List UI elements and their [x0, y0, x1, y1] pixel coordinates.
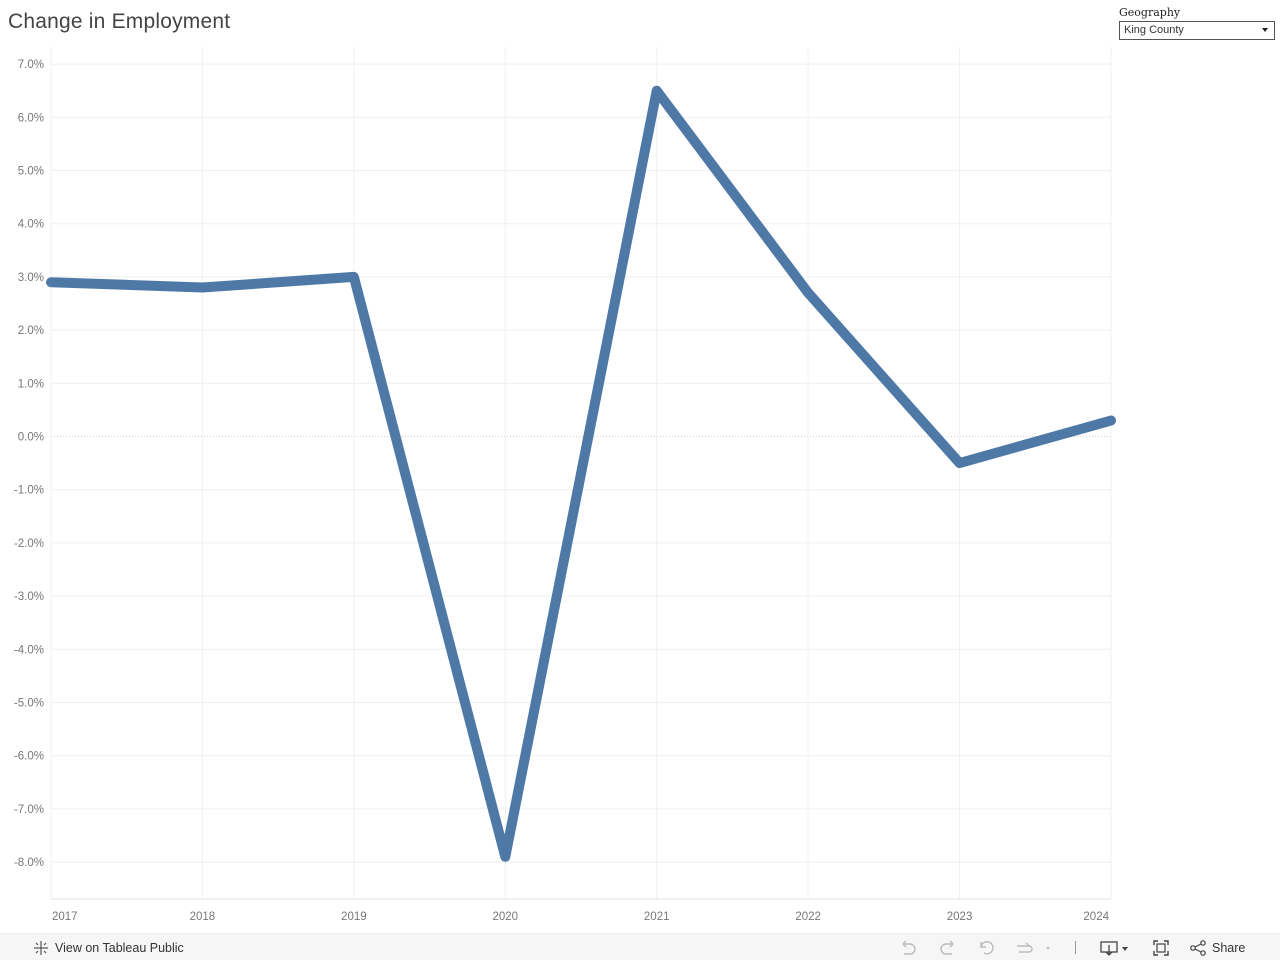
fullscreen-button[interactable] [1152, 940, 1170, 956]
data-point [201, 286, 204, 289]
y-tick-label: -2.0% [14, 538, 44, 550]
view-on-tableau-link[interactable]: View on Tableau Public [33, 940, 184, 956]
refresh-button[interactable] [1015, 940, 1055, 956]
data-point [655, 89, 658, 92]
x-tick-label: 2023 [947, 911, 973, 923]
toolbar-separator [1075, 941, 1076, 954]
y-tick-label: 6.0% [18, 112, 44, 124]
x-tick-label: 2017 [52, 911, 78, 923]
geography-select[interactable]: King County [1119, 21, 1275, 40]
chart-title: Change in Employment [8, 10, 231, 33]
y-tick-label: 0.0% [18, 432, 44, 444]
y-tick-label: -3.0% [14, 591, 44, 603]
x-tick-label: 2020 [492, 911, 518, 923]
x-tick-label: 2024 [1083, 911, 1109, 923]
y-tick-label: 5.0% [18, 166, 44, 178]
y-tick-label: -1.0% [14, 485, 44, 497]
y-tick-label: 3.0% [18, 272, 44, 284]
share-button[interactable]: Share [1190, 940, 1245, 956]
x-tick-label: 2019 [341, 911, 367, 923]
tableau-toolbar: View on Tableau Public Share [0, 933, 1280, 960]
x-tick-label: 2018 [190, 911, 216, 923]
y-tick-label: 1.0% [18, 378, 44, 390]
employment-change-line [46, 85, 1116, 862]
data-point [50, 281, 52, 284]
redo-button[interactable] [939, 940, 957, 956]
data-point [1110, 419, 1112, 422]
revert-icon [978, 940, 996, 956]
data-point [352, 275, 355, 278]
share-label: Share [1212, 941, 1246, 955]
share-icon [1190, 940, 1206, 956]
x-tick-label: 2022 [795, 911, 821, 923]
undo-button[interactable] [899, 940, 917, 956]
y-tick-label: 7.0% [18, 59, 44, 71]
data-point [504, 855, 507, 858]
redo-icon [939, 940, 957, 956]
fullscreen-icon [1152, 940, 1170, 956]
y-tick-label: -5.0% [14, 698, 44, 710]
undo-icon [899, 940, 917, 956]
y-tick-label: -6.0% [14, 751, 44, 763]
y-tick-label: -8.0% [14, 857, 44, 869]
y-tick-label: -4.0% [14, 644, 44, 656]
y-tick-label: 2.0% [18, 325, 44, 337]
geography-filter[interactable]: Geography King County [1119, 6, 1275, 40]
x-tick-label: 2021 [644, 911, 670, 923]
data-point [958, 462, 961, 465]
line-chart: 7.0% 6.0% 5.0% 4.0% 3.0% 2.0% 1.0% 0.0% -1.0% -2.… [14, 47, 1116, 923]
download-icon [1100, 940, 1132, 956]
view-on-tableau-label: View on Tableau Public [55, 941, 184, 955]
download-button[interactable] [1100, 940, 1132, 956]
refresh-icon [1015, 940, 1055, 956]
dropdown-caret-icon [1262, 28, 1268, 32]
y-tick-label: -7.0% [14, 804, 44, 816]
tableau-logo-icon [33, 940, 49, 956]
y-tick-label: 4.0% [18, 219, 44, 231]
geography-filter-label: Geography [1119, 6, 1181, 19]
data-point [807, 291, 810, 294]
geography-select-value: King County [1124, 24, 1184, 36]
revert-button[interactable] [978, 940, 996, 956]
